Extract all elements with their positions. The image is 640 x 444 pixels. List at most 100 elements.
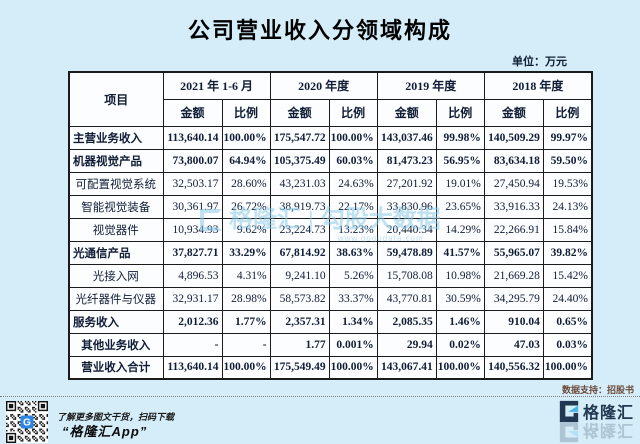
table-row: 光通信产品 37,827.71 33.29% 67,814.92 38.63% 59,47…: [68, 240, 593, 265]
cell-value: 38.63%: [328, 240, 378, 265]
cell-value: 23,224.73: [269, 217, 330, 242]
cell-value: 60.03%: [328, 148, 378, 173]
cell-value: 47.03: [483, 332, 544, 357]
brand-name: 格隆汇: [582, 405, 634, 422]
cell-value: 32,931.17: [162, 286, 223, 311]
cell-value: 140,556.32: [483, 355, 544, 380]
cell-value: 9,241.10: [269, 263, 330, 288]
table-row: 主营业务收入 113,640.14 100.00% 175,547.72 100.00%…: [68, 125, 593, 150]
table-row: 服务收入 2,012.36 1.77% 2,357.31 1.34% 2,085.35 1.…: [68, 309, 593, 334]
cell-value: 15.42%: [542, 263, 593, 288]
cell-value: 81,473.23: [376, 148, 437, 173]
cell-value: 37,827.71: [162, 240, 223, 265]
cell-value: 2,357.31: [269, 309, 330, 334]
cell-value: 24.40%: [542, 286, 593, 311]
brand-logo-reflection: 格隆汇: [558, 420, 634, 444]
row-label: 光接入网: [68, 263, 164, 288]
cell-value: 33.37%: [328, 286, 378, 311]
table-row: 光纤器件与仪器 32,931.17 28.98% 58,573.82 33.37% 43,…: [68, 286, 593, 311]
cell-value: 13.23%: [328, 217, 378, 242]
cell-value: 64.94%: [221, 148, 271, 173]
cell-value: -: [221, 332, 271, 357]
cell-value: 38,919.73: [269, 194, 330, 219]
qr-caption: 了解更多图文干货，扫码下载: [57, 412, 175, 422]
cell-value: 30,361.97: [162, 194, 223, 219]
cell-value: 100.00%: [435, 355, 485, 380]
cell-value: 100.00%: [328, 125, 378, 150]
data-source-note: 数据支持：招股书: [561, 385, 634, 395]
cell-value: 19.53%: [542, 171, 593, 196]
cell-value: 4.31%: [221, 263, 271, 288]
cell-value: 0.001%: [328, 332, 378, 357]
cell-value: 4,896.53: [162, 263, 223, 288]
col-header-amount: 金额: [269, 98, 330, 127]
cell-value: 30.59%: [435, 286, 485, 311]
cell-value: 27,450.94: [483, 171, 544, 196]
row-label: 光通信产品: [68, 240, 164, 265]
cell-value: 2,012.36: [162, 309, 223, 334]
cell-value: 59,478.89: [376, 240, 437, 265]
cell-value: 58,573.82: [269, 286, 330, 311]
cell-value: 99.98%: [435, 125, 485, 150]
revenue-table: 项目 2021 年 1-6 月 2020 年度 2019 年度 2018 年度 …: [68, 71, 593, 380]
cell-value: 32,503.17: [162, 171, 223, 196]
row-label: 智能视觉装备: [68, 194, 164, 219]
cell-value: 175,547.72: [269, 125, 330, 150]
col-header-amount: 金额: [483, 98, 544, 127]
cell-value: 175,549.49: [269, 355, 330, 380]
unit-label: 单位：万元: [512, 56, 567, 68]
col-header-2020: 2020 年度: [269, 71, 378, 100]
cell-value: 24.63%: [328, 171, 378, 196]
col-header-ratio: 比例: [435, 98, 485, 127]
cell-value: 28.60%: [221, 171, 271, 196]
cell-value: 39.82%: [542, 240, 593, 265]
cell-value: 23.65%: [435, 194, 485, 219]
cell-value: 100.00%: [328, 355, 378, 380]
cell-value: 100.00%: [542, 355, 593, 380]
row-label: 其他业务收入: [68, 332, 164, 357]
cell-value: 21,669.28: [483, 263, 544, 288]
table-row: 机器视觉产品 73,800.07 64.94% 105,375.49 60.03% 81,…: [68, 148, 593, 173]
cell-value: 29.94: [376, 332, 437, 357]
table-row: 智能视觉装备 30,361.97 26.72% 38,919.73 22.17% 33,8…: [68, 194, 593, 219]
cell-value: 10,934.93: [162, 217, 223, 242]
cell-value: 33.29%: [221, 240, 271, 265]
cell-value: 28.98%: [221, 286, 271, 311]
app-name: “格隆汇App”: [62, 424, 148, 439]
header-row-measures: 金额 比例 金额 比例 金额 比例 金额 比例: [69, 98, 593, 127]
col-header-amount: 金额: [376, 98, 437, 127]
row-label: 营业收入合计: [68, 355, 164, 380]
row-label: 主营业务收入: [68, 125, 164, 150]
table-row: 其他业务收入 - -1.77 0.001% 29.94 0.02% 47.03 0.03%: [68, 332, 593, 357]
cell-value: 43,231.03: [269, 171, 330, 196]
col-header-ratio: 比例: [221, 98, 271, 127]
cell-value: 33,916.33: [483, 194, 544, 219]
cell-value: 43,770.81: [376, 286, 437, 311]
cell-value: 22,266.91: [483, 217, 544, 242]
cell-value: 56.95%: [435, 148, 485, 173]
col-header-amount: 金额: [162, 98, 223, 127]
page-title: 公司营业收入分领域构成: [187, 18, 452, 43]
cell-value: 26.72%: [221, 194, 271, 219]
cell-value: 34,295.79: [483, 286, 544, 311]
cell-value: 143,067.41: [376, 355, 437, 380]
row-label: 可配置视觉系统: [68, 171, 164, 196]
cell-value: 24.13%: [542, 194, 593, 219]
col-header-2019: 2019 年度: [376, 71, 485, 100]
col-header-2018: 2018 年度: [483, 71, 593, 100]
cell-value: 20,440.34: [376, 217, 437, 242]
cell-value: 33,830.96: [376, 194, 437, 219]
cell-value: 27,201.92: [376, 171, 437, 196]
cell-value: 55,965.07: [483, 240, 544, 265]
cell-value: 73,800.07: [162, 148, 223, 173]
svg-text:G: G: [23, 418, 31, 429]
cell-value: 910.04: [483, 309, 544, 334]
header-row-periods: 项目 2021 年 1-6 月 2020 年度 2019 年度 2018 年度: [68, 71, 593, 127]
cell-value: 1.77: [269, 332, 330, 357]
cell-value: 1.34%: [328, 309, 378, 334]
brand-logo: 格隆汇 格隆汇: [558, 399, 634, 444]
cell-value: 99.97%: [542, 125, 593, 150]
qr-code: G: [6, 401, 48, 443]
footer-divider: [0, 396, 640, 397]
cell-value: 1.46%: [435, 309, 485, 334]
